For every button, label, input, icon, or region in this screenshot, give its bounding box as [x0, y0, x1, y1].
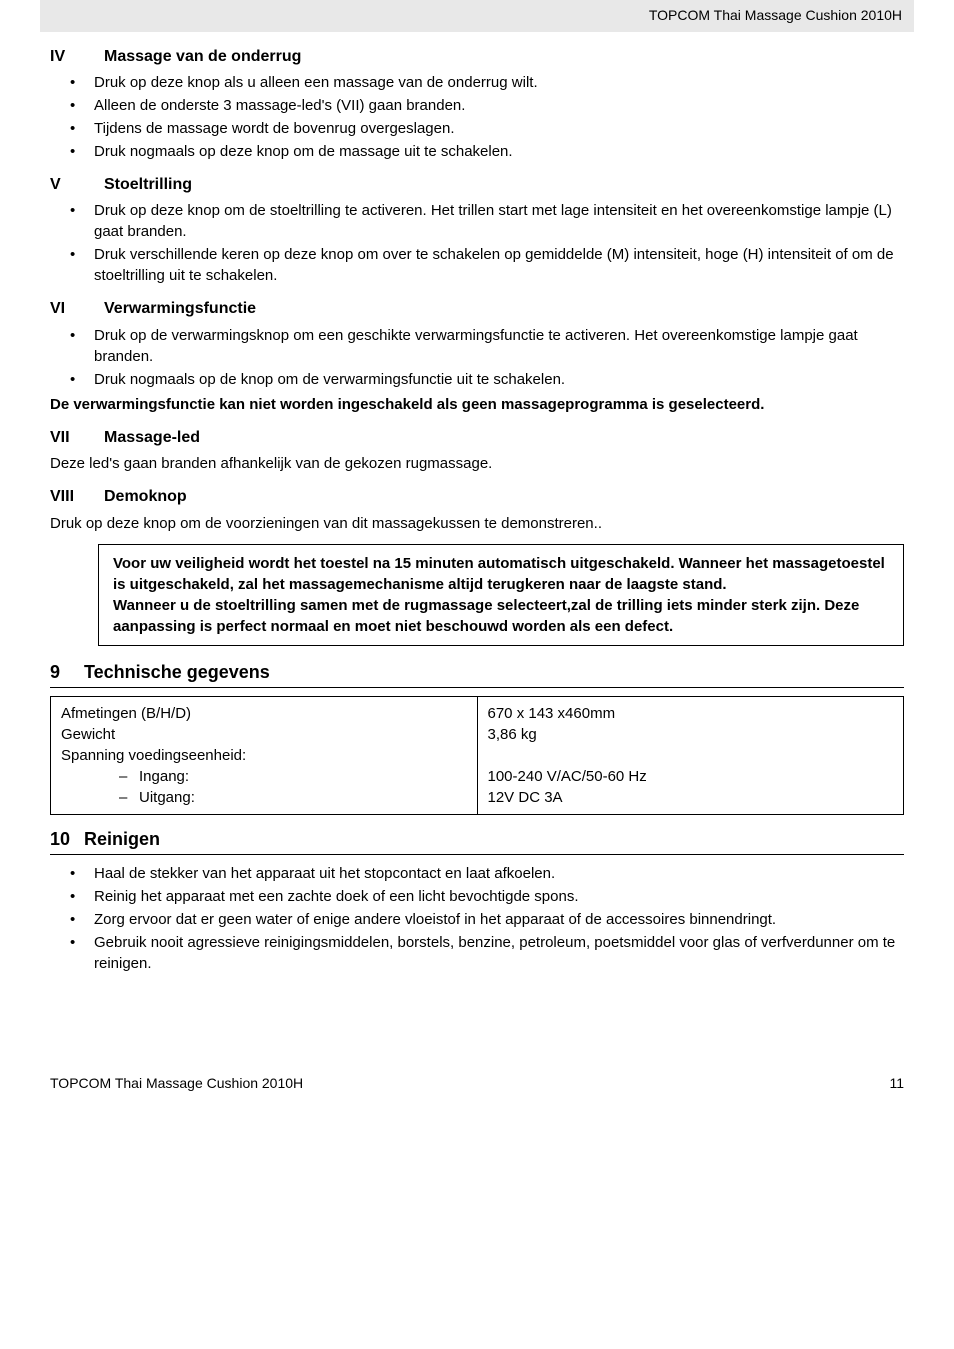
section-title: Verwarmingsfunctie — [104, 300, 256, 317]
section-vii-heading: VIIMassage-led — [50, 427, 904, 449]
section-number: 10 — [50, 827, 84, 852]
section-viii-heading: VIIIDemoknop — [50, 486, 904, 508]
footer-page-number: 11 — [889, 1074, 904, 1094]
product-name: TOPCOM Thai Massage Cushion 2010H — [649, 7, 902, 23]
list-item: Alleen de onderste 3 massage-led's (VII)… — [50, 95, 904, 116]
section-vii-body: Deze led's gaan branden afhankelijk van … — [50, 453, 904, 474]
section-roman: VIII — [50, 486, 104, 508]
spec-left-cell: Afmetingen (B/H/D) Gewicht Spanning voed… — [51, 696, 478, 814]
list-item: Gebruik nooit agressieve reinigingsmidde… — [50, 932, 904, 974]
spec-right-cell: 670 x 143 x460mm 3,86 kg 100-240 V/AC/50… — [477, 696, 904, 814]
section-iv-list: Druk op deze knop als u alleen een massa… — [50, 72, 904, 162]
section-vi-note: De verwarmingsfunctie kan niet worden in… — [50, 394, 904, 415]
callout-paragraph: Wanneer u de stoeltrilling samen met de … — [113, 595, 889, 637]
section-roman: VI — [50, 298, 104, 320]
section-title: Stoeltrilling — [104, 176, 192, 193]
list-item: Tijdens de massage wordt de bovenrug ove… — [50, 118, 904, 139]
section-roman: IV — [50, 46, 104, 68]
spec-value: 3,86 kg — [488, 724, 894, 745]
list-item: Reinig het apparaat met een zachte doek … — [50, 886, 904, 907]
page-header: TOPCOM Thai Massage Cushion 2010H — [40, 0, 914, 32]
section-number: 9 — [50, 660, 84, 685]
list-item: Druk nogmaals op de knop om de verwarmin… — [50, 369, 904, 390]
section-title: Massage van de onderrug — [104, 48, 301, 65]
section-vi-list: Druk op de verwarmingsknop om een geschi… — [50, 325, 904, 390]
list-item: Druk op deze knop om de stoeltrilling te… — [50, 200, 904, 242]
spec-label: Gewicht — [61, 724, 467, 745]
spec-subitem: Uitgang: — [119, 787, 467, 808]
list-item: Druk nogmaals op deze knop om de massage… — [50, 141, 904, 162]
spec-label: Spanning voedingseenheid: — [61, 745, 467, 766]
list-item: Druk op deze knop als u alleen een massa… — [50, 72, 904, 93]
footer-left: TOPCOM Thai Massage Cushion 2010H — [50, 1074, 303, 1094]
section-title: Massage-led — [104, 429, 200, 446]
section-v-heading: VStoeltrilling — [50, 174, 904, 196]
list-item: Druk op de verwarmingsknop om een geschi… — [50, 325, 904, 367]
callout-paragraph: Voor uw veiligheid wordt het toestel na … — [113, 553, 889, 595]
list-item: Haal de stekker van het apparaat uit het… — [50, 863, 904, 884]
spec-value: 100-240 V/AC/50-60 Hz — [488, 766, 894, 787]
section-9-heading: 9Technische gegevens — [50, 660, 904, 688]
spec-sublist: Ingang: Uitgang: — [61, 766, 467, 808]
page-footer: TOPCOM Thai Massage Cushion 2010H 11 — [50, 1074, 904, 1094]
section-title: Reinigen — [84, 829, 160, 849]
safety-callout: Voor uw veiligheid wordt het toestel na … — [98, 544, 904, 646]
section-vi-heading: VIVerwarmingsfunctie — [50, 298, 904, 320]
spec-label: Afmetingen (B/H/D) — [61, 703, 467, 724]
list-item: Druk verschillende keren op deze knop om… — [50, 244, 904, 286]
section-10-heading: 10Reinigen — [50, 827, 904, 855]
spec-value: 12V DC 3A — [488, 787, 894, 808]
section-v-list: Druk op deze knop om de stoeltrilling te… — [50, 200, 904, 286]
section-title: Demoknop — [104, 488, 187, 505]
section-title: Technische gegevens — [84, 662, 270, 682]
section-roman: V — [50, 174, 104, 196]
spec-value: 670 x 143 x460mm — [488, 703, 894, 724]
spec-subitem: Ingang: — [119, 766, 467, 787]
section-10-list: Haal de stekker van het apparaat uit het… — [50, 863, 904, 974]
section-viii-body: Druk op deze knop om de voorzieningen va… — [50, 513, 904, 534]
list-item: Zorg ervoor dat er geen water of enige a… — [50, 909, 904, 930]
section-iv-heading: IVMassage van de onderrug — [50, 46, 904, 68]
section-roman: VII — [50, 427, 104, 449]
spec-table: Afmetingen (B/H/D) Gewicht Spanning voed… — [50, 696, 904, 815]
